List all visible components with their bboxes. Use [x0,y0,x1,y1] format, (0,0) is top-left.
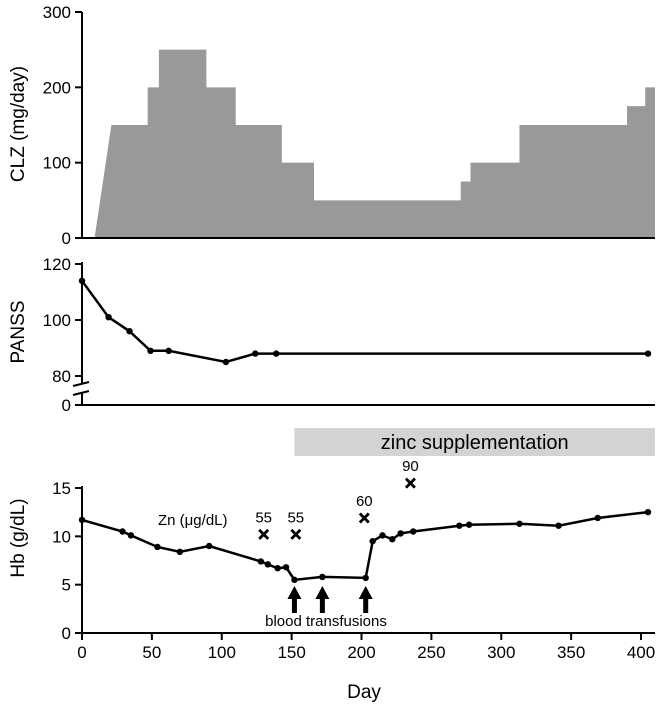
transfusion-arrow [358,586,373,613]
clz-y-tick-label: 0 [62,229,71,248]
zinc-supplementation-bar: zinc supplementation [294,428,655,456]
zinc-bar-label: zinc supplementation [381,432,569,454]
panss-axis-break [72,381,90,387]
clz-y-axis-label: CLZ (mg/day) [8,66,29,182]
panss-point [252,350,259,357]
panss-y-tick-label: 0 [62,396,71,415]
panss-axis-break [72,390,90,396]
panss-y-tick-label: 120 [43,255,71,274]
x-tick-label: 0 [77,643,86,662]
panss-points [78,277,652,366]
hb-point [555,522,562,529]
transfusion-arrows [287,586,373,613]
zinc-bar-rect [294,428,655,456]
hb-point [154,543,161,551]
hb-point [319,573,326,581]
clz-y-tick-label: 200 [43,78,71,97]
hb-point [274,565,281,572]
zinc-marker-label: 55 [255,509,272,526]
panss-point [147,347,154,354]
hb-y-tick-label: 10 [52,527,71,546]
panss-axes: 0 80 100 120 [43,255,655,415]
hb-point [362,574,369,582]
hb-point [369,537,376,545]
hb-points [78,508,652,584]
clz-panel: 0 100 200 300 CLZ (mg/day) [8,3,655,248]
x-tick-label: 350 [557,643,585,662]
panss-y-tick-label: 80 [52,367,71,386]
hb-y-axis-label: Hb (g/dL) [8,498,29,577]
hb-point [397,530,404,537]
hb-y-tick-label: 0 [62,624,71,643]
zinc-marker-label: 90 [402,458,419,475]
hb-point [389,536,396,543]
panss-point [273,350,280,357]
x-tick-label: 100 [208,643,236,662]
hb-point [379,532,386,539]
transfusion-arrow [315,586,330,613]
clz-axes: 0 100 200 300 [43,3,655,248]
zinc-marker [258,528,270,540]
zinc-marker-label: 60 [356,493,373,510]
x-axis-label: Day [347,682,381,703]
hb-point [594,514,601,522]
clz-y-tick-label: 100 [43,154,71,173]
panss-point [222,358,230,366]
zinc-marker [290,528,302,540]
hb-point [257,558,265,565]
x-tick-label: 300 [487,643,515,662]
zinc-marker [404,477,416,489]
panss-y-axis-label: PANSS [8,300,29,363]
hb-point [456,522,463,529]
x-tick-label: 400 [627,643,655,662]
panss-point [78,277,86,284]
x-tick-label: 50 [142,643,161,662]
panss-point [105,314,112,321]
hb-line [81,510,649,582]
zinc-markers: 55 55 60 90 [255,458,419,540]
panss-panel: 0 80 100 120 PANSS [8,255,655,415]
x-tick-label: 150 [277,643,305,662]
hb-point [176,548,184,555]
panss-point [165,347,172,354]
hb-point [410,528,417,535]
hb-point [282,564,290,571]
hb-point [291,576,298,584]
hb-point [205,542,213,550]
panss-point [126,328,133,335]
zinc-marker [358,512,370,524]
hb-y-tick-label: 5 [62,576,71,595]
transfusion-arrow [287,586,302,613]
zinc-marker-label: 55 [287,509,304,526]
hb-point [264,561,272,568]
hb-point [516,520,523,527]
zinc-annotation-label: Zn (μg/dL) [158,512,228,529]
x-tick-label: 250 [417,643,445,662]
transfusion-label: blood transfusions [265,613,387,630]
hb-point [119,528,126,535]
panss-y-tick-label: 100 [43,311,71,330]
clz-area [94,49,655,238]
hb-point [127,532,135,539]
clz-y-tick-label: 300 [43,3,71,22]
x-tick-label: 200 [347,643,375,662]
hb-y-tick-label: 15 [52,479,71,498]
hb-point [644,508,652,516]
panss-point [644,350,652,357]
hb-point [465,521,473,528]
hb-point [78,516,86,524]
